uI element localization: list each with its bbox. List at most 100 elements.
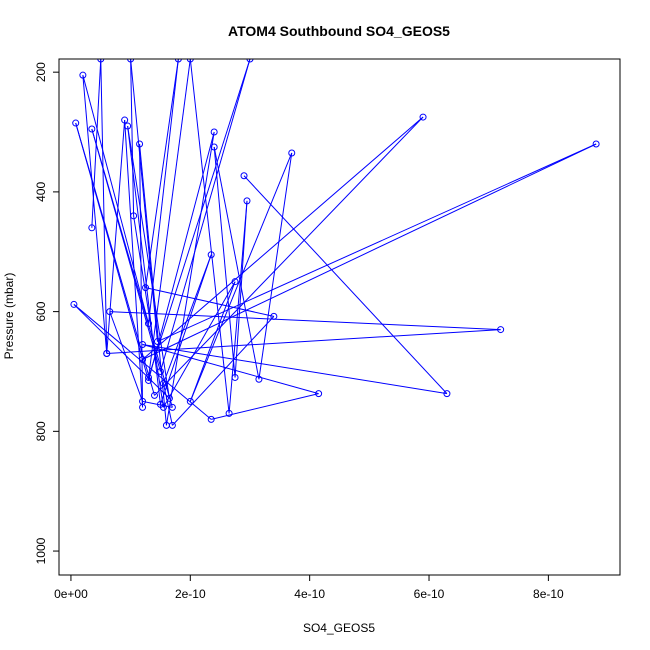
data-point (139, 397, 147, 405)
data-point (106, 308, 114, 316)
data-point (419, 113, 427, 121)
data-point (592, 140, 600, 148)
series-lines (73, 59, 597, 426)
x-axis-label: SO4_GEOS5 (303, 621, 375, 635)
series-segment (127, 125, 170, 399)
data-point (88, 224, 96, 232)
series-segment (82, 75, 150, 324)
series-segment (165, 131, 215, 426)
series-segment (148, 59, 191, 378)
data-point (231, 278, 239, 286)
data-point (174, 59, 182, 63)
x-tick-label: 0e+00 (54, 587, 88, 601)
data-point (231, 373, 239, 381)
data-point (497, 326, 505, 334)
series-segment (100, 59, 108, 354)
series-segment (82, 75, 108, 354)
data-point (72, 119, 80, 127)
series-segment (91, 128, 173, 408)
y-tick-label: 1000 (34, 537, 48, 564)
data-point (127, 59, 135, 63)
series-segment (211, 393, 319, 420)
y-axis-label: Pressure (mbar) (2, 273, 16, 360)
series-segment (148, 59, 179, 324)
data-point (186, 397, 194, 405)
data-point (168, 403, 176, 411)
data-point (97, 59, 105, 63)
data-point (168, 421, 176, 429)
data-point (246, 59, 254, 63)
series-segment (145, 287, 274, 317)
series-segment (73, 304, 212, 420)
chart-title: ATOM4 Southbound SO4_GEOS5 (228, 23, 450, 39)
series-segment (213, 146, 236, 378)
data-point (121, 116, 129, 124)
series-segment (142, 344, 448, 395)
data-point (145, 373, 153, 381)
data-point (255, 375, 263, 383)
data-point (136, 140, 144, 148)
data-point (156, 400, 164, 408)
series-segment (163, 281, 236, 408)
series-segment (142, 344, 319, 395)
x-tick-label: 8e-10 (533, 587, 564, 601)
data-point (88, 125, 96, 133)
series-segment (159, 59, 251, 372)
data-point (159, 379, 167, 387)
series-segment (109, 311, 501, 331)
x-tick-label: 6e-10 (414, 587, 445, 601)
data-point (270, 312, 278, 320)
x-tick-label: 4e-10 (294, 587, 325, 601)
data-point (150, 391, 158, 399)
y-tick-label: 400 (34, 182, 48, 202)
data-point (156, 367, 164, 375)
series-segment (243, 175, 448, 394)
data-point (210, 143, 218, 151)
data-point (70, 300, 78, 308)
data-point (139, 356, 147, 364)
data-point (145, 376, 153, 384)
series-segment (157, 143, 597, 342)
data-point (186, 59, 194, 63)
series-segment (130, 59, 135, 216)
series-segment (172, 316, 275, 426)
data-point (288, 149, 296, 157)
series-segment (159, 254, 212, 405)
data-point (315, 390, 323, 398)
y-axis: 200 400 600 800 1000 (34, 62, 60, 564)
series-points (70, 59, 600, 429)
y-tick-label: 200 (34, 62, 48, 82)
series-segment (189, 59, 230, 414)
series-segment (139, 143, 144, 408)
series-segment (142, 143, 597, 360)
series-segment (162, 254, 212, 384)
data-point (243, 197, 251, 205)
data-point (139, 341, 147, 349)
data-point (130, 212, 138, 220)
series-segment (145, 59, 179, 288)
data-point (207, 415, 215, 423)
series-segment (73, 304, 170, 399)
data-point (153, 338, 161, 346)
data-point (210, 128, 218, 136)
data-point (443, 390, 451, 398)
data-point (145, 320, 153, 328)
y-tick-label: 800 (34, 421, 48, 441)
data-point (142, 284, 150, 292)
data-point (124, 122, 132, 130)
data-point (240, 172, 248, 180)
y-tick-label: 600 (34, 301, 48, 321)
data-point (207, 251, 215, 259)
x-tick-label: 2e-10 (175, 587, 206, 601)
x-axis: 0e+00 2e-10 4e-10 6e-10 8e-10 (54, 574, 564, 601)
series-segment (258, 152, 293, 380)
series-segment (189, 281, 236, 402)
data-point (165, 394, 173, 402)
series-segment (127, 125, 161, 405)
series-segment (75, 122, 155, 396)
data-point (225, 409, 233, 417)
series-segment (148, 59, 251, 378)
series-segment (154, 116, 424, 396)
data-point (79, 71, 87, 79)
